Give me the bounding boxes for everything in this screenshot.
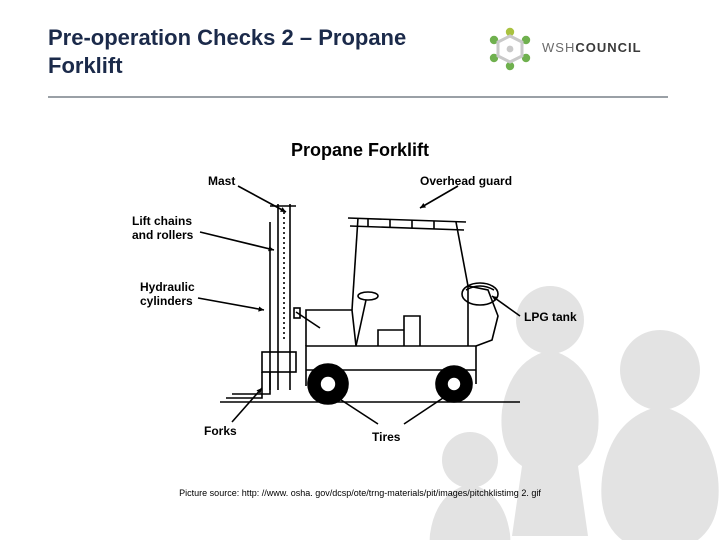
title-underline [48, 96, 668, 98]
callout-forks: Forks [204, 424, 237, 438]
logo-text-bold: COUNCIL [575, 40, 641, 55]
forklift-diagram: Propane Forklift [120, 140, 600, 460]
logo-text-light: WSH [542, 40, 575, 55]
callout-lift_chains: Lift chains and rollers [132, 214, 193, 242]
forklift-body [220, 204, 520, 404]
callout-mast: Mast [208, 174, 235, 188]
callout-overhead_guard: Overhead guard [420, 174, 512, 188]
logo-mark-icon [484, 26, 536, 74]
wsh-council-logo: WSHCOUNCIL [484, 26, 684, 74]
page-title: Pre-operation Checks 2 – Propane Forklif… [48, 24, 468, 79]
slide: Pre-operation Checks 2 – Propane Forklif… [0, 0, 720, 540]
picture-source: Picture source: http: //www. osha. gov/d… [0, 488, 720, 498]
callout-lpg: LPG tank [524, 310, 577, 324]
callout-hydraulic: Hydraulic cylinders [140, 280, 195, 308]
callout-tires: Tires [372, 430, 400, 444]
logo-text: WSHCOUNCIL [542, 40, 642, 55]
